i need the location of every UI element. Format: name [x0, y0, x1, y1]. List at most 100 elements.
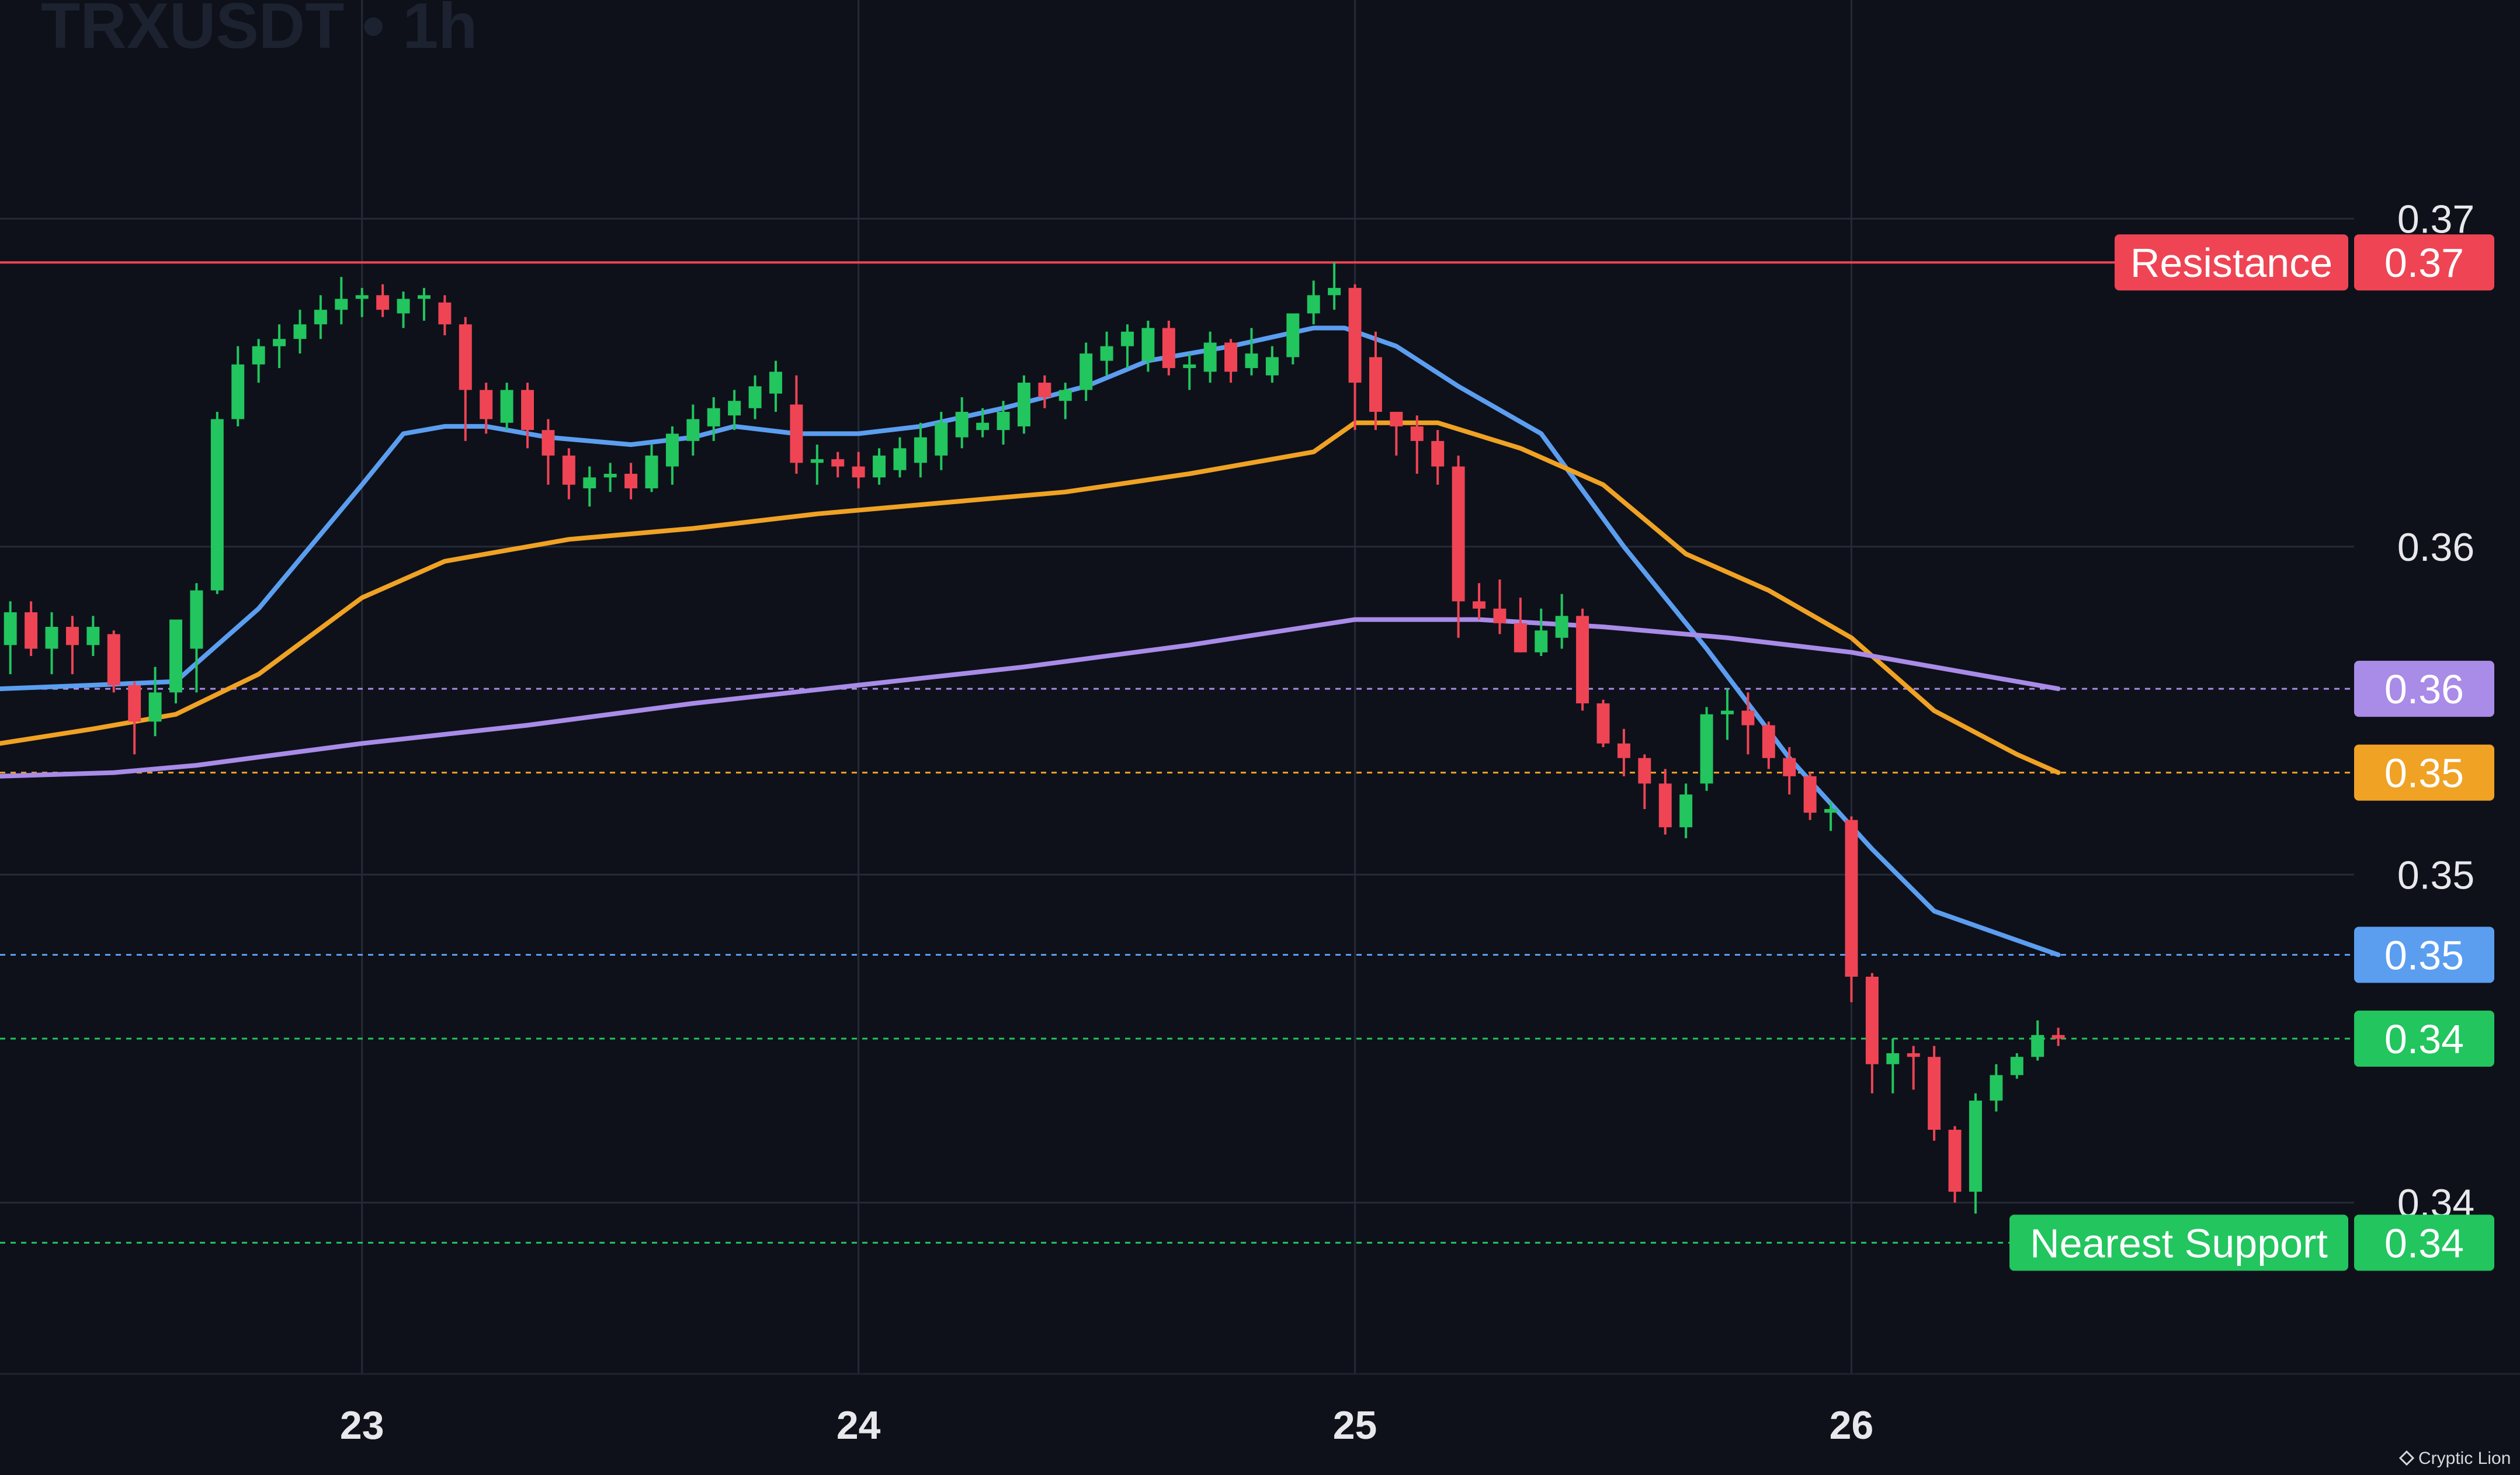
price-label-ema-slow-badge — [2354, 661, 2494, 717]
candle-body-down — [1493, 608, 1507, 623]
candle-body-up — [1100, 346, 1113, 361]
support-price-badge — [2354, 1214, 2494, 1271]
candle-body-up — [914, 437, 927, 463]
symbol-title: TRXUSDT • 1h — [41, 0, 477, 62]
candle-body-up — [935, 422, 948, 456]
candle-body-down — [1803, 776, 1817, 813]
ema-mid-line — [0, 420, 2061, 775]
candle-body-down — [1410, 426, 1424, 441]
candle-body-down — [2052, 1035, 2065, 1039]
candle-body-up — [169, 619, 182, 693]
candle-body-up — [417, 295, 431, 299]
candle-body-down — [1865, 976, 1879, 1064]
x-tick-label: 24 — [836, 1403, 881, 1448]
candle-body-up — [997, 411, 1010, 431]
candle-body-down — [1638, 758, 1651, 784]
candle-body-down — [1617, 743, 1630, 758]
candle-body-down — [542, 430, 555, 456]
candle-body-down — [624, 474, 638, 488]
candle-body-up — [893, 448, 907, 470]
candle-body-up — [1969, 1101, 1982, 1192]
candle-body-down — [376, 295, 390, 310]
candle-body-up — [1058, 390, 1072, 401]
candle-body-up — [769, 372, 782, 394]
candle-body-down — [1348, 287, 1362, 383]
candle-body-down — [1783, 758, 1796, 776]
candle-body-down — [562, 455, 575, 485]
candle-body-up — [1079, 353, 1093, 390]
grid-lines — [0, 0, 2520, 1375]
candle-body-down — [831, 459, 845, 467]
candle-body-down — [107, 634, 120, 685]
candle-body-down — [1473, 601, 1486, 609]
ema-slow-line — [0, 617, 2061, 779]
candle-body-down — [1948, 1130, 1962, 1192]
y-tick-label: 0.36 — [2397, 525, 2474, 570]
x-tick-label: 23 — [340, 1403, 384, 1448]
candle-body-up — [1245, 353, 1258, 369]
candle-body-down — [1928, 1057, 1941, 1130]
candle-body-up — [86, 627, 100, 645]
candle-body-up — [2031, 1035, 2045, 1057]
candle-body-up — [273, 339, 286, 346]
resistance-label-text: Resistance — [2130, 240, 2332, 286]
candle-body-down — [1576, 616, 1589, 704]
candle-body-up — [665, 433, 679, 467]
x-tick-label: 25 — [1333, 1403, 1377, 1448]
candle-body-down — [1658, 783, 1672, 828]
candle-body-up — [976, 422, 990, 431]
candle-body-down — [1741, 710, 1755, 726]
candle-body-up — [1265, 357, 1279, 376]
candle-body-up — [1555, 616, 1568, 638]
candle-body-up — [45, 627, 58, 649]
price-label-ema-slow-text: 0.36 — [2384, 667, 2464, 712]
candle-body-down — [1596, 703, 1610, 744]
watermark: Cryptic Lion — [2398, 1449, 2511, 1468]
candle-body-up — [500, 390, 513, 423]
candle-body-up — [231, 364, 245, 419]
candle-body-up — [1017, 383, 1030, 426]
candle-body-up — [335, 299, 348, 310]
candle-body-down — [128, 685, 141, 722]
x-tick-label: 26 — [1830, 1403, 1874, 1448]
candle-body-up — [252, 346, 265, 365]
candle-body-up — [1307, 295, 1320, 314]
resistance-price-text: 0.37 — [2384, 240, 2464, 286]
candle-body-up — [1286, 313, 1300, 358]
candle-body-down — [1390, 411, 1403, 426]
candle-body-down — [65, 627, 79, 645]
candle-body-down — [1762, 725, 1775, 758]
resistance-label-badge — [2115, 234, 2348, 291]
candle-body-up — [686, 419, 700, 441]
horizontal-levels — [0, 261, 2354, 1244]
candle-body-down — [1845, 820, 1858, 977]
candle-body-down — [852, 466, 865, 478]
candle-body-down — [1369, 357, 1382, 412]
price-labels: Resistance 0.37 0.36 0.35 0.35 0.34 Nearest Su… — [2009, 234, 2494, 1271]
candle-body-up — [603, 474, 617, 478]
candle-body-up — [728, 401, 741, 416]
candles — [4, 262, 2065, 1214]
candle-body-down — [1514, 623, 1527, 653]
candle-body-down — [438, 302, 452, 325]
candle-body-down — [1224, 342, 1238, 372]
candle-body-up — [148, 692, 162, 722]
candle-body-up — [1183, 364, 1196, 369]
candle-body-up — [810, 459, 824, 463]
candle-body-up — [707, 408, 720, 426]
candle-body-down — [480, 390, 493, 419]
candle-body-up — [1328, 287, 1341, 296]
candle-body-down — [521, 390, 534, 431]
price-label-ema-mid-text: 0.35 — [2384, 751, 2464, 796]
candle-body-up — [314, 310, 327, 325]
candle-body-up — [873, 455, 886, 478]
support-label-text: Nearest Support — [2030, 1220, 2328, 1266]
candle-body-up — [1824, 808, 1838, 813]
candle-body-up — [955, 411, 969, 438]
support-label-badge — [2009, 1214, 2348, 1271]
resistance-price-badge — [2354, 234, 2494, 291]
y-tick-label: 0.35 — [2397, 853, 2474, 897]
watermark-icon — [2398, 1450, 2415, 1466]
